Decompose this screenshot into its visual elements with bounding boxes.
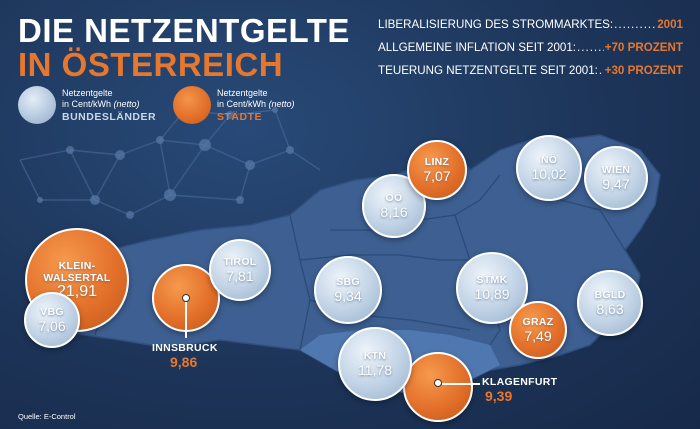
bubble-linz: LINZ 7,07 <box>407 140 467 200</box>
legend-line1: Netzentgelte <box>62 87 113 98</box>
bubble-value: 9,47 <box>602 176 630 192</box>
fact-leader-dots <box>614 18 656 31</box>
fact-row: LIBERALISIERUNG DES STROMMARKTES: 2001 <box>378 18 683 41</box>
legend-caption: STÄDTE <box>217 110 262 123</box>
city-name: KLAGENFURT <box>482 376 558 388</box>
fact-label: TEUERUNG NETZENTGELTE SEIT 2001: <box>378 64 598 77</box>
legend-unit: in Cent/kWh <box>217 98 269 109</box>
legend-cities: Netzentgelte in Cent/kWh (netto) STÄDTE <box>173 86 295 124</box>
fact-row: TEUERUNG NETZENTGELTE SEIT 2001: +30 PRO… <box>378 64 683 87</box>
fact-label: ALLGEMEINE INFLATION SEIT 2001: <box>378 41 577 54</box>
legend-states: Netzentgelte in Cent/kWh (netto) BUNDESL… <box>18 86 156 124</box>
bubble-value: 8,63 <box>596 301 624 317</box>
facts-list: LIBERALISIERUNG DES STROMMARKTES: 2001 A… <box>378 18 683 87</box>
innsbruck-marker <box>182 294 190 302</box>
page-title: DIE NETZENTGELTE <box>18 12 350 49</box>
page-subtitle: IN ÖSTERREICH <box>18 46 284 83</box>
bubble-ktn: KTN 11,78 <box>338 327 412 401</box>
fact-value: +30 PROZENT <box>604 64 683 77</box>
bubble-name: TIROL <box>223 256 257 268</box>
bubble-value: 8,16 <box>380 204 408 220</box>
bubble-value: 7,49 <box>524 328 552 344</box>
bubble-name: WIEN <box>601 164 631 176</box>
fact-leader-dots <box>577 41 604 54</box>
innsbruck-leader-line <box>185 302 187 338</box>
legend-caption: BUNDESLÄNDER <box>62 110 157 123</box>
legend-line2: in Cent/kWh (netto) <box>217 99 295 110</box>
bubble-name: WALSERTAL <box>43 272 111 284</box>
bubble-tirol: TIROL 7,81 <box>209 239 271 301</box>
bubble-value: 9,34 <box>334 288 362 304</box>
fact-label: LIBERALISIERUNG DES STROMMARKTES: <box>378 18 614 31</box>
bubble-name: KLEIN- <box>58 260 96 272</box>
bubble-value: 7,07 <box>423 168 451 184</box>
fact-value: +70 PROZENT <box>604 41 683 54</box>
bubble-name: BGLD <box>594 289 626 301</box>
source-note: Quelle: E-Control <box>18 412 76 421</box>
klagenfurt-label: KLAGENFURT 9,39 <box>482 376 557 404</box>
fact-leader-dots <box>599 64 604 77</box>
network-nodes <box>37 107 294 219</box>
bubble-value: 10,02 <box>531 166 567 182</box>
bubble-bgld: BGLD 8,63 <box>577 270 643 336</box>
fact-row: ALLGEMEINE INFLATION SEIT 2001: +70 PROZ… <box>378 41 683 64</box>
city-name: INNSBRUCK <box>152 342 218 354</box>
legend-line2: in Cent/kWh (netto) <box>62 99 156 110</box>
fact-value: 2001 <box>657 18 683 31</box>
bubble-value: 7,06 <box>38 318 66 334</box>
legend-netto: (netto) <box>268 98 295 109</box>
bubble-stmk: STMK 10,89 <box>456 252 528 324</box>
bubble-name: SBG <box>336 276 360 288</box>
bubble-name: LINZ <box>424 156 450 168</box>
bubble-value: 7,81 <box>226 268 254 284</box>
bubble-graz: GRAZ 7,49 <box>509 301 567 359</box>
legend-text: Netzentgelte in Cent/kWh (netto) STÄDTE <box>217 88 295 123</box>
bubble-name: OÖ <box>385 192 403 204</box>
bubble-value: 11,78 <box>358 362 392 378</box>
legend-orange-circle-icon <box>173 86 211 124</box>
bubble-vbg: VBG 7,06 <box>24 292 80 348</box>
klagenfurt-marker <box>434 379 442 387</box>
bubble-name: STMK <box>476 274 508 286</box>
legend-text: Netzentgelte in Cent/kWh (netto) BUNDESL… <box>62 88 156 123</box>
bubble-sbg: SBG 9,34 <box>314 256 382 324</box>
bubble-wien: WIEN 9,47 <box>584 146 648 210</box>
innsbruck-label: INNSBRUCK 9,86 <box>152 342 218 370</box>
bubble-value: 10,89 <box>474 286 510 302</box>
klagenfurt-leader-line <box>442 383 480 385</box>
bubble-name: KTN <box>363 350 387 362</box>
city-value: 9,39 <box>485 388 513 404</box>
bubble-name: GRAZ <box>522 316 554 328</box>
legend-unit: in Cent/kWh <box>62 98 114 109</box>
bubble-noe: NÖ 10,02 <box>516 135 582 201</box>
legend-netto: (netto) <box>113 98 140 109</box>
city-value: 9,86 <box>170 354 198 370</box>
legend-blue-circle-icon <box>18 86 56 124</box>
bubble-name: VBG <box>40 306 64 318</box>
bubble-klagenfurt <box>403 352 473 422</box>
bubble-name: NÖ <box>540 154 558 166</box>
legend-line1: Netzentgelte <box>217 87 268 98</box>
